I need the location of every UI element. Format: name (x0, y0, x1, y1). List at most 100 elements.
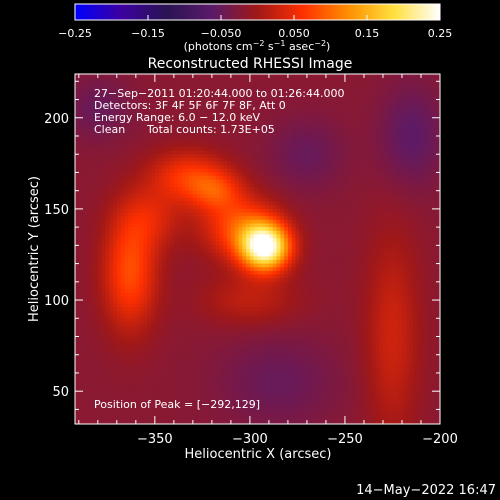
heatmap-cell (325, 121, 331, 126)
heatmap-cell (413, 99, 418, 104)
heatmap-cell (424, 165, 430, 170)
heatmap-cell (420, 197, 426, 203)
heatmap-cell (223, 139, 228, 144)
heatmap-cell (204, 103, 209, 108)
heatmap-cell (242, 154, 247, 159)
heatmap-cell (162, 81, 167, 86)
heatmap-cell (356, 88, 361, 93)
heatmap-cell (295, 165, 300, 170)
heatmap-cell (284, 197, 289, 203)
heatmap-cell (276, 230, 281, 235)
heatmap-cell (325, 154, 331, 159)
heatmap-cell (94, 216, 99, 221)
heatmap-cell (367, 165, 373, 170)
heatmap-cell (348, 135, 354, 141)
heatmap-cell (284, 190, 289, 195)
heatmap-cell (143, 227, 148, 232)
heatmap-cell (242, 106, 247, 111)
heatmap-cell (333, 88, 338, 93)
heatmap-cell (177, 88, 182, 93)
heatmap-cell (75, 103, 80, 108)
heatmap-cell (200, 205, 205, 210)
heatmap-cell (147, 84, 152, 90)
heatmap-cell (124, 176, 129, 181)
heatmap-cell (257, 249, 262, 254)
heatmap-cell (432, 161, 437, 166)
heatmap-cell (276, 179, 281, 184)
heatmap-cell (82, 161, 87, 166)
heatmap-cell (78, 99, 84, 104)
heatmap-cell (82, 154, 87, 159)
heatmap-cell (215, 238, 220, 243)
heatmap-cell (166, 227, 171, 232)
heatmap-cell (348, 165, 354, 170)
heatmap-cell (135, 106, 141, 111)
heatmap-cell (162, 114, 167, 119)
heatmap-cell (436, 245, 441, 250)
heatmap-cell (223, 252, 228, 257)
heatmap-cell (101, 176, 106, 181)
heatmap-cell (94, 249, 99, 254)
heatmap-cell (97, 194, 103, 199)
heatmap-cell (352, 194, 357, 199)
heatmap-cell (158, 227, 163, 232)
heatmap-cell (124, 103, 129, 108)
heatmap-cell (344, 117, 350, 122)
heatmap-cell (417, 205, 422, 210)
heatmap-cell (101, 106, 106, 111)
heatmap-cell (246, 103, 251, 108)
heatmap-cell (322, 252, 327, 257)
heatmap-cell (348, 88, 354, 93)
heatmap-cell (94, 252, 99, 257)
heatmap-cell (390, 106, 395, 111)
heatmap-cell (325, 241, 331, 246)
heatmap-cell (215, 139, 220, 144)
heatmap-cell (147, 256, 152, 261)
heatmap-cell (265, 150, 270, 155)
heatmap-cell (242, 146, 247, 152)
heatmap-cell (337, 74, 342, 79)
heatmap-cell (432, 150, 437, 155)
heatmap-cell (314, 187, 319, 192)
heatmap-cell (382, 146, 388, 152)
heatmap-cell (253, 99, 258, 104)
heatmap-cell (82, 132, 87, 137)
heatmap-cell (405, 165, 411, 170)
heatmap-cell (272, 234, 278, 239)
heatmap-cell (337, 259, 342, 265)
heatmap-cell (428, 161, 433, 166)
heatmap-cell (158, 135, 163, 141)
heatmap-cell (306, 223, 312, 228)
heatmap-cell (436, 252, 441, 257)
heatmap-cell (249, 208, 255, 214)
heatmap-cell (413, 241, 418, 246)
heatmap-cell (192, 88, 198, 93)
heatmap-cell (204, 245, 209, 250)
heatmap-cell (306, 241, 312, 246)
heatmap-cell (398, 165, 403, 170)
heatmap-cell (105, 201, 110, 206)
heatmap-cell (170, 88, 175, 93)
heatmap-cell (143, 139, 148, 144)
heatmap-cell (223, 190, 228, 195)
heatmap-cell (173, 201, 179, 206)
heatmap-cell (386, 161, 392, 166)
heatmap-cell (333, 230, 338, 235)
heatmap-cell (398, 249, 403, 254)
heatmap-cell (268, 81, 274, 86)
heatmap-cell (310, 216, 316, 221)
heatmap-cell (382, 132, 388, 137)
heatmap-cell (436, 219, 441, 224)
heatmap-cell (109, 241, 114, 246)
heatmap-cell (196, 92, 201, 97)
heatmap-cell (242, 77, 247, 82)
heatmap-cell (386, 139, 392, 144)
heatmap-cell (299, 165, 304, 170)
heatmap-cell (192, 241, 198, 246)
heatmap-cell (405, 216, 411, 221)
heatmap-cell (170, 256, 175, 261)
heatmap-cell (398, 259, 403, 265)
heatmap-cell (211, 106, 217, 111)
heatmap-cell (420, 230, 426, 235)
heatmap-cell (208, 249, 213, 254)
